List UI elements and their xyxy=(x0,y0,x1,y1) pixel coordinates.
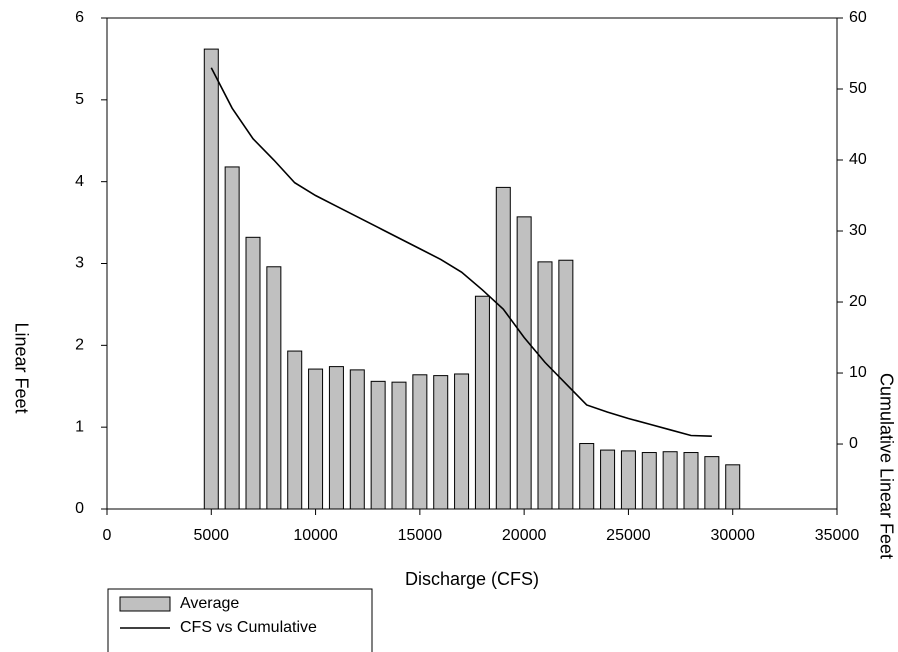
bar xyxy=(662,451,678,510)
x-tick-label: 10000 xyxy=(293,527,338,544)
bar xyxy=(579,443,595,510)
x-tick-label: 0 xyxy=(103,527,112,544)
bar xyxy=(433,375,449,510)
bar xyxy=(537,261,553,510)
y-tick-label: 3 xyxy=(75,255,84,272)
x-axis-label: Discharge (CFS) xyxy=(405,569,539,589)
y2-axis-label: Cumulative Linear Feet xyxy=(876,373,896,559)
bar xyxy=(412,374,428,510)
x-tick-label: 25000 xyxy=(606,527,651,544)
bar xyxy=(683,452,699,510)
y2-tick-label: 10 xyxy=(849,364,867,381)
x-tick-label: 5000 xyxy=(193,527,229,544)
bar xyxy=(245,236,261,510)
bar xyxy=(620,450,636,510)
y2-tick-label: 40 xyxy=(849,151,867,168)
bar xyxy=(641,452,657,510)
line xyxy=(210,67,712,438)
bar xyxy=(308,368,324,510)
legend-label: Average xyxy=(180,595,239,612)
legend-swatch xyxy=(119,596,171,612)
y2-tick-label: 60 xyxy=(849,9,867,26)
y-tick-label: 6 xyxy=(75,9,84,26)
bar xyxy=(349,369,365,510)
y2-tick-label: 30 xyxy=(849,222,867,239)
bar xyxy=(266,266,282,510)
bar xyxy=(454,373,470,510)
bar xyxy=(474,295,490,510)
bar xyxy=(391,381,407,510)
y-axis-label: Linear Feet xyxy=(11,322,31,413)
y-tick-label: 5 xyxy=(75,91,84,108)
x-tick-label: 35000 xyxy=(815,527,860,544)
y-tick-label: 1 xyxy=(75,418,84,435)
legend-label: CFS vs Cumulative xyxy=(180,619,317,636)
bar xyxy=(328,366,344,510)
y-tick-label: 2 xyxy=(75,337,84,354)
x-tick-label: 15000 xyxy=(398,527,443,544)
y-tick-label: 0 xyxy=(75,500,84,517)
plot-frame xyxy=(106,17,838,510)
bar xyxy=(600,449,616,510)
x-tick-label: 30000 xyxy=(710,527,755,544)
y2-tick-label: 0 xyxy=(849,435,858,452)
y-tick-label: 4 xyxy=(75,173,84,190)
bar xyxy=(725,464,741,510)
x-tick-label: 20000 xyxy=(502,527,547,544)
y2-tick-label: 50 xyxy=(849,80,867,97)
bar xyxy=(287,350,303,510)
bar xyxy=(370,380,386,510)
bar xyxy=(495,186,511,510)
bar xyxy=(224,166,240,510)
bar xyxy=(516,216,532,510)
y2-tick-label: 20 xyxy=(849,293,867,310)
bar xyxy=(704,456,720,510)
bar xyxy=(203,48,219,510)
